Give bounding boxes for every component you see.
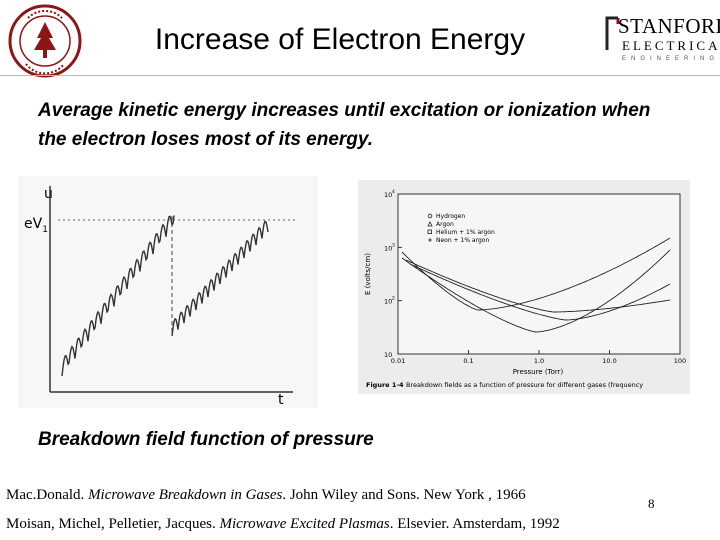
- legend-marker-triangle-icon: [427, 221, 433, 227]
- legend-entry: Helium + 1% argon: [436, 229, 495, 236]
- plot-x-ticks: 0.01 0.1 1.0 10.0 100: [391, 350, 686, 365]
- sketch-energy-curve-2: [171, 220, 269, 337]
- legend-entry: Neon + 1% argon: [436, 237, 489, 244]
- reference-2-publisher: . Elsevier. Amsterdam, 1992: [389, 516, 560, 532]
- reference-1-publisher: . John Wiley and Sons. New York , 1966: [282, 487, 526, 503]
- plot-y-tick-label: 10: [384, 351, 392, 359]
- energy-time-sketch: u eV1 t: [18, 176, 318, 408]
- plot-frame: [397, 193, 681, 355]
- plot-curves: [401, 237, 671, 333]
- plot-x-tick-label: 1.0: [534, 357, 544, 365]
- logo-line2: ELECTRICAL: [622, 38, 720, 53]
- legend-marker-circle-icon: [427, 213, 433, 219]
- plot-y-tick-exponent: 3: [392, 242, 395, 248]
- plot-x-tick-label: 0.1: [463, 357, 473, 365]
- plot-curve-3: [409, 263, 671, 321]
- page-number: 8: [648, 496, 655, 511]
- slide-title: Increase of Electron Energy: [154, 23, 526, 56]
- plot-x-label: Pressure (Torr): [513, 368, 564, 376]
- plot-x-tick-label: 0.01: [391, 357, 405, 365]
- reference-1-title: Microwave Breakdown in Gases: [88, 487, 283, 503]
- plot-curve-4: [405, 259, 671, 313]
- plot-y-tick-label: 10: [384, 191, 392, 199]
- reference-1-authors: Mac.Donald.: [6, 487, 89, 503]
- stanford-seal-logo: [8, 4, 82, 78]
- reference-2: Moisan, Michel, Pelletier, Jacques. Micr…: [6, 514, 560, 534]
- reference-2-authors: Moisan, Michel, Pelletier, Jacques.: [6, 516, 220, 532]
- stanford-ee-logo: STANFORD ELECTRICAL ENGINEERING: [604, 12, 720, 68]
- plot-y-tick-label: 10: [384, 244, 392, 252]
- sketch-threshold-label: eV1: [24, 216, 48, 235]
- plot-figure-label: Figure 1-4: [366, 381, 404, 389]
- sketch-energy-curve-1: [61, 215, 175, 377]
- legend-entry: Hydrogen: [436, 213, 465, 220]
- plot-y-label: E (volts/cm): [364, 253, 372, 295]
- legend-marker-cross-icon: [428, 238, 432, 242]
- plot-curve-1: [401, 237, 671, 311]
- legend-marker-square-icon: [427, 229, 432, 234]
- sketch-y-label: u: [44, 186, 53, 202]
- sketch-x-label: t: [278, 392, 284, 408]
- plot-y-tick-exponent: 4: [392, 189, 395, 195]
- legend-entry: Argon: [436, 221, 454, 228]
- sketch-background: [18, 176, 318, 408]
- slide-subtitle: Average kinetic energy increases until e…: [38, 100, 651, 150]
- plot-y-tick-label: 10: [384, 298, 392, 306]
- logo-bracket-icon: [605, 16, 620, 50]
- header-divider: [0, 75, 720, 76]
- plot-curve-2: [401, 249, 671, 333]
- reference-1: Mac.Donald. Microwave Breakdown in Gases…: [6, 485, 526, 505]
- logo-line3: ENGINEERING: [622, 56, 720, 62]
- plot-x-tick-label: 10.0: [602, 357, 616, 365]
- plot-y-tick-exponent: 2: [392, 296, 395, 302]
- logo-line1: STANFORD: [618, 14, 720, 38]
- plot-figure-caption: Breakdown fields as a function of pressu…: [406, 381, 643, 389]
- plot-x-tick-label: 100: [674, 357, 686, 365]
- plot-caption: Breakdown field function of pressure: [38, 429, 374, 450]
- reference-2-title: Microwave Excited Plasmas: [219, 516, 390, 532]
